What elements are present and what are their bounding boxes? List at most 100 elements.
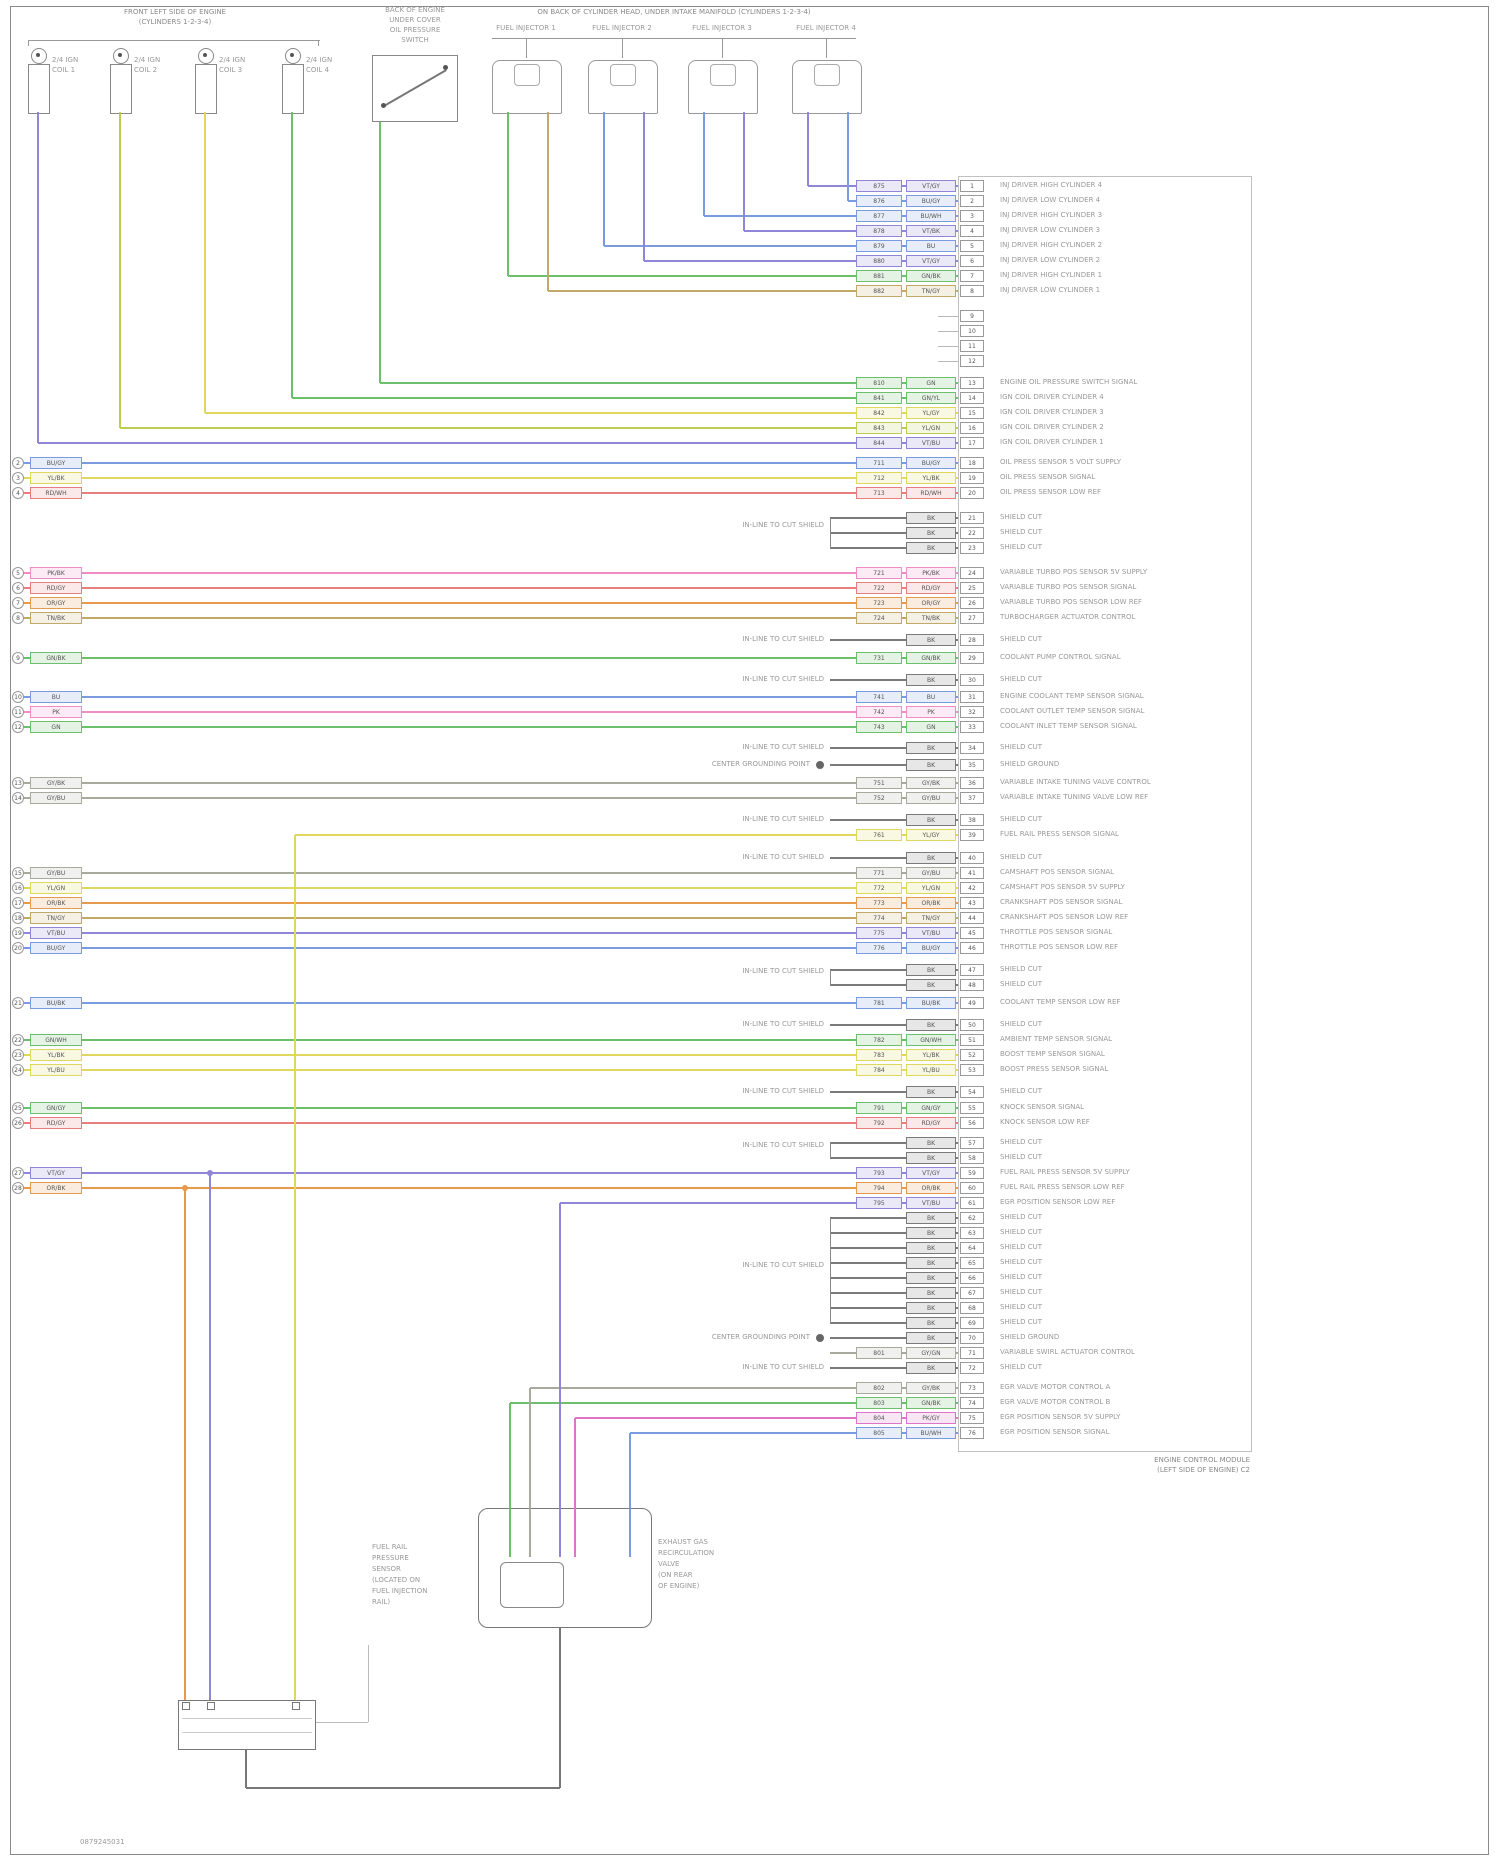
wire-code-label: RD/GY: [906, 582, 956, 594]
wire-code-label: BK: [906, 1242, 956, 1254]
wire-vertical: [317, 40, 319, 46]
wire-code-label: 801: [856, 1347, 902, 1359]
wire-code-label: VT/GY: [906, 255, 956, 267]
wire-code-label: BK: [906, 852, 956, 864]
wire-code-label: 804: [856, 1412, 902, 1424]
connector-pin: 7: [960, 270, 984, 282]
wire-code-label: PK/BK: [906, 567, 956, 579]
wire-code-label: 712: [856, 472, 902, 484]
connector-pin: 63: [960, 1227, 984, 1239]
wire-vertical: [574, 1418, 576, 1557]
wire-horizontal: [830, 1292, 958, 1294]
connector-pin: 61: [960, 1197, 984, 1209]
wire-vertical: [209, 1173, 211, 1700]
wire-code-label: BK: [906, 759, 956, 771]
pin-function-label: CRANKSHAFT POS SENSOR SIGNAL: [1000, 898, 1123, 906]
pin-function-label: CRANKSHAFT POS SENSOR LOW REF: [1000, 913, 1129, 921]
wire-code-label: GN: [906, 377, 956, 389]
wire-vertical: [829, 970, 831, 985]
wire-vertical: [379, 122, 381, 383]
pin-function-label: EGR VALVE MOTOR CONTROL A: [1000, 1383, 1111, 1391]
wire-code-label: BK: [906, 674, 956, 686]
wire-tag-circle: 11: [12, 706, 24, 718]
wire-horizontal: [295, 834, 958, 836]
pin-function-label: EGR POSITION SENSOR SIGNAL: [1000, 1428, 1110, 1436]
wire-vertical: [829, 1218, 831, 1323]
pin-function-label: OIL PRESS SENSOR LOW REF: [1000, 488, 1102, 496]
egr-valve-motor-symbol: [500, 1562, 564, 1608]
wire-code-label: VT/GY: [906, 180, 956, 192]
connector-pin: 32: [960, 706, 984, 718]
wire-tag-circle: 22: [12, 1034, 24, 1046]
shield-label: IN-LINE TO CUT SHIELD: [742, 815, 824, 823]
connector-pin: 57: [960, 1137, 984, 1149]
wire-code-label: 731: [856, 652, 902, 664]
connector-pin: 66: [960, 1272, 984, 1284]
wire-horizontal: [830, 1024, 958, 1026]
wire-code-label: BU: [906, 691, 956, 703]
connector-pin: 52: [960, 1049, 984, 1061]
wire-horizontal: [510, 1402, 958, 1404]
wire-horizontal: [22, 797, 958, 799]
wire-code-label: 882: [856, 285, 902, 297]
wire-code-label: 751: [856, 777, 902, 789]
wire-code-label: YL/BU: [906, 1064, 956, 1076]
ignition-coil-label: 2/4 IGN: [52, 56, 79, 64]
wire-horizontal: [22, 1002, 958, 1004]
wire-horizontal: [830, 747, 958, 749]
wire-color-label: TN/BK: [30, 612, 82, 624]
ignition-coil-label: 2/4 IGN: [219, 56, 246, 64]
wire-code-label: BK: [906, 1257, 956, 1269]
oil-pressure-switch-caption: SWITCH: [401, 36, 429, 44]
wire-horizontal: [22, 917, 958, 919]
shield-label: IN-LINE TO CUT SHIELD: [742, 1020, 824, 1028]
wire-horizontal: [830, 679, 958, 681]
wire-vertical: [507, 112, 509, 276]
wire-vertical: [847, 112, 849, 201]
wire-color-label: TN/GY: [30, 912, 82, 924]
pin-function-label: VARIABLE INTAKE TUNING VALVE CONTROL: [1000, 778, 1151, 786]
connector-pin: 14: [960, 392, 984, 404]
pin-function-label: FUEL RAIL PRESS SENSOR LOW REF: [1000, 1183, 1125, 1191]
wire-code-label: 772: [856, 882, 902, 894]
wire-horizontal: [38, 442, 958, 444]
pin-function-label: FUEL RAIL PRESS SENSOR 5V SUPPLY: [1000, 1168, 1130, 1176]
wire-horizontal: [22, 1187, 958, 1189]
wire-code-label: 724: [856, 612, 902, 624]
wire-code-label: BK: [906, 1302, 956, 1314]
pin-function-label: CAMSHAFT POS SENSOR 5V SUPPLY: [1000, 883, 1125, 891]
wire-code-label: 802: [856, 1382, 902, 1394]
connector-pin: 58: [960, 1152, 984, 1164]
connector-pin: 50: [960, 1019, 984, 1031]
pin-function-label: KNOCK SENSOR LOW REF: [1000, 1118, 1090, 1126]
connector-pin: 29: [960, 652, 984, 664]
connector-pin: 71: [960, 1347, 984, 1359]
wire-code-label: 881: [856, 270, 902, 282]
wire-horizontal: [644, 260, 958, 262]
connector-pin: 41: [960, 867, 984, 879]
wire-code-label: BU/BK: [906, 997, 956, 1009]
wire-code-label: GN: [906, 721, 956, 733]
pin-function-label: SHIELD CUT: [1000, 1363, 1042, 1371]
pin-function-label: THROTTLE POS SENSOR SIGNAL: [1000, 928, 1113, 936]
connector-pin: 35: [960, 759, 984, 771]
wire-code-label: BK: [906, 1317, 956, 1329]
wire-horizontal: [120, 427, 958, 429]
wire-horizontal: [830, 1217, 958, 1219]
wire-horizontal: [246, 1787, 560, 1789]
wire-vertical: [629, 1433, 631, 1557]
ecm-label-line2: (LEFT SIDE OF ENGINE) C2: [1157, 1466, 1250, 1474]
ignition-coil-symbol: [282, 64, 304, 114]
connector-pin: 11: [960, 340, 984, 352]
wire-horizontal: [830, 1157, 958, 1159]
shield-label: IN-LINE TO CUT SHIELD: [742, 521, 824, 529]
pin-function-label: INJ DRIVER HIGH CYLINDER 4: [1000, 181, 1103, 189]
ignition-coil-terminal-dot: [118, 53, 122, 57]
wire-color-label: OR/GY: [30, 597, 82, 609]
connector-pin: 42: [960, 882, 984, 894]
connector-pin: 34: [960, 742, 984, 754]
wire-color-label: RD/GY: [30, 1117, 82, 1129]
wire-code-label: 723: [856, 597, 902, 609]
wire-color-label: GY/BK: [30, 777, 82, 789]
wire-code-label: GY/GN: [906, 1347, 956, 1359]
